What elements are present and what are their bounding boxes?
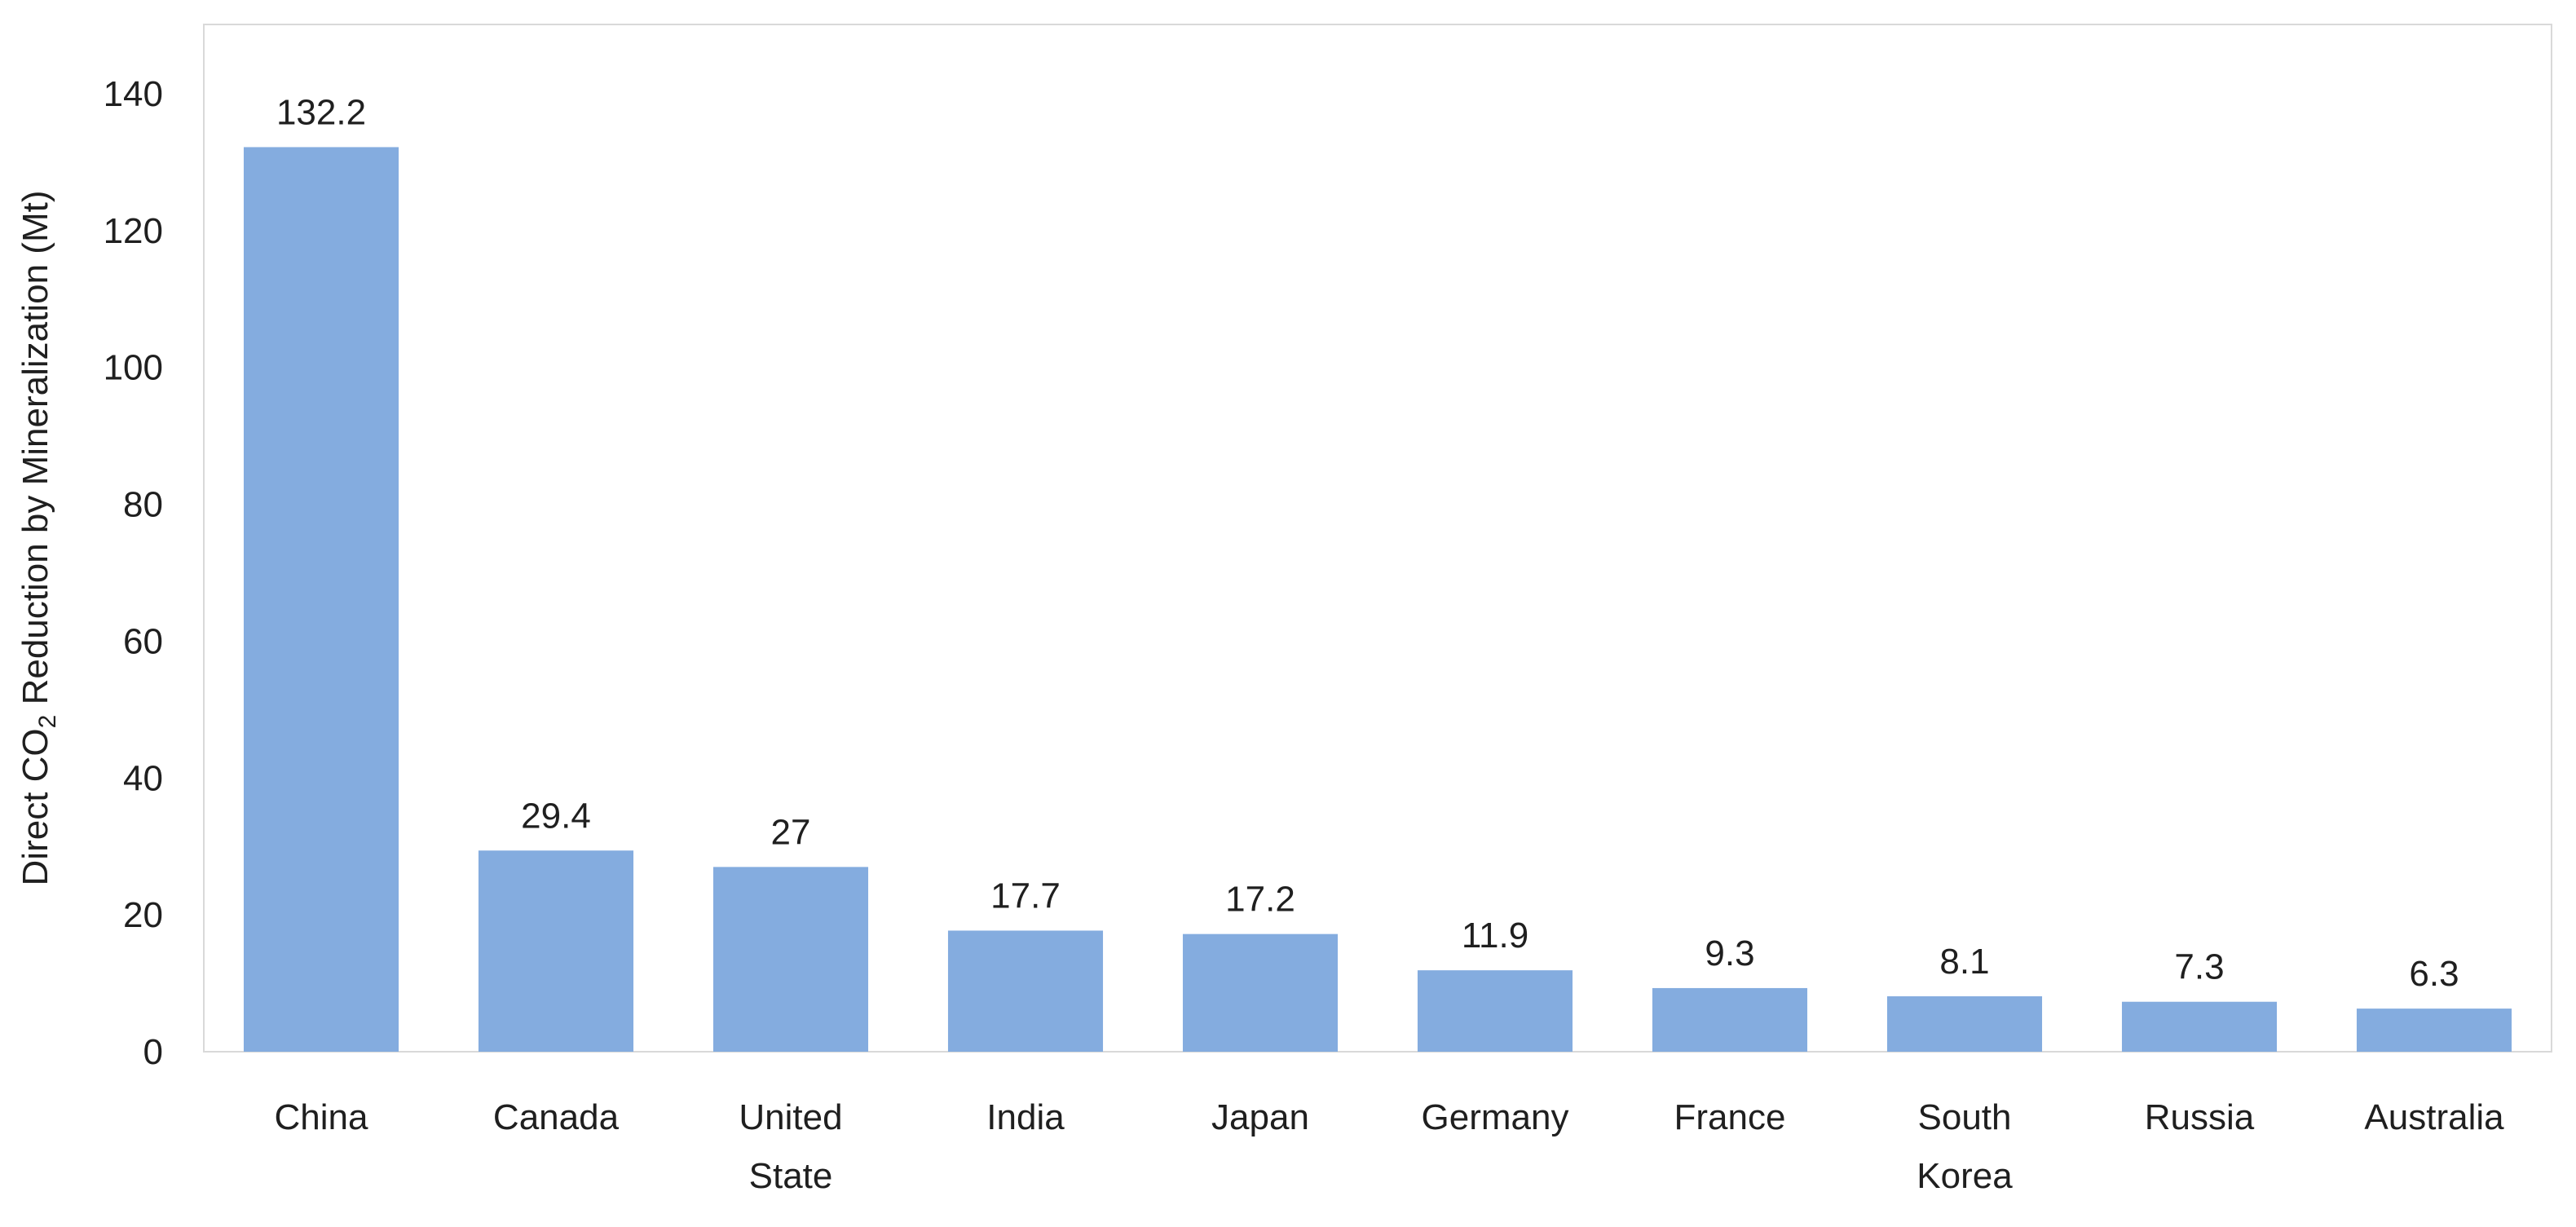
data-label: 8.1 <box>1939 942 1989 982</box>
bar <box>1417 970 1573 1052</box>
category-label-line: Germany <box>1422 1097 1569 1137</box>
y-tick-label: 0 <box>143 1032 163 1072</box>
data-label: 27 <box>771 812 811 852</box>
y-axis-title: Direct CO2 Reduction by Mineralization (… <box>15 191 61 886</box>
y-tick-label: 20 <box>123 895 163 935</box>
data-label: 132.2 <box>276 92 366 132</box>
category-label: Russia <box>2145 1097 2255 1137</box>
category-label-line: Canada <box>493 1097 620 1137</box>
category-label: United State <box>739 1097 842 1196</box>
bar <box>478 850 634 1052</box>
category-label-line: France <box>1674 1097 1786 1137</box>
bar <box>947 930 1104 1052</box>
data-label: 11.9 <box>1462 916 1528 956</box>
data-label: 29.4 <box>521 796 591 836</box>
category-label-line: China <box>275 1097 368 1137</box>
bar <box>2356 1009 2512 1052</box>
category-label: South Korea <box>1917 1097 2013 1196</box>
y-tick-label: 40 <box>123 758 163 798</box>
svg-text:Direct CO2 Reduction by Minera: Direct CO2 Reduction by Mineralization (… <box>15 191 61 886</box>
y-axis-ticks: 0 20 40 60 80 100 120 140 <box>104 74 163 1072</box>
data-label: 9.3 <box>1705 933 1754 973</box>
bar <box>712 867 869 1052</box>
category-label-line: United <box>739 1097 842 1137</box>
y-axis-title-subscript: 2 <box>34 715 61 729</box>
category-labels: China Canada United State India Japan Germany F… <box>275 1097 2505 1196</box>
category-label-line: South <box>1918 1097 2012 1137</box>
category-label-line: Korea <box>1917 1156 2013 1196</box>
data-label: 6.3 <box>2409 954 2459 994</box>
category-label-line: State <box>749 1156 833 1196</box>
category-label-line: Australia <box>2364 1097 2504 1137</box>
y-tick-label: 100 <box>104 348 163 388</box>
y-tick-label: 80 <box>123 485 163 525</box>
category-label-line: India <box>986 1097 1065 1137</box>
y-tick-label: 140 <box>104 74 163 114</box>
category-label: India <box>986 1097 1065 1137</box>
data-labels: 132.2 29.4 27 17.7 17.2 11.9 9.3 8.1 7.3 6.3 <box>276 92 2459 994</box>
data-label: 17.7 <box>990 876 1061 916</box>
bar <box>1182 933 1339 1052</box>
category-label: Canada <box>493 1097 620 1137</box>
bar <box>243 147 399 1053</box>
category-label-line: Japan <box>1211 1097 1309 1137</box>
y-axis-title-suffix: Reduction by Mineralization (Mt) <box>15 191 55 715</box>
data-label: 7.3 <box>2174 947 2224 987</box>
category-label: Australia <box>2364 1097 2504 1137</box>
y-tick-label: 120 <box>104 211 163 251</box>
data-label: 17.2 <box>1225 880 1295 920</box>
bar <box>1652 987 1808 1052</box>
category-label: Germany <box>1422 1097 1569 1137</box>
y-axis-title-prefix: Direct CO <box>15 728 55 885</box>
bar <box>1886 996 2043 1052</box>
y-tick-label: 60 <box>123 621 163 661</box>
category-label-line: Russia <box>2145 1097 2255 1137</box>
category-label: France <box>1674 1097 1786 1137</box>
category-label: China <box>275 1097 368 1137</box>
category-label: Japan <box>1211 1097 1309 1137</box>
bars <box>243 147 2512 1053</box>
bar <box>2121 1001 2278 1052</box>
